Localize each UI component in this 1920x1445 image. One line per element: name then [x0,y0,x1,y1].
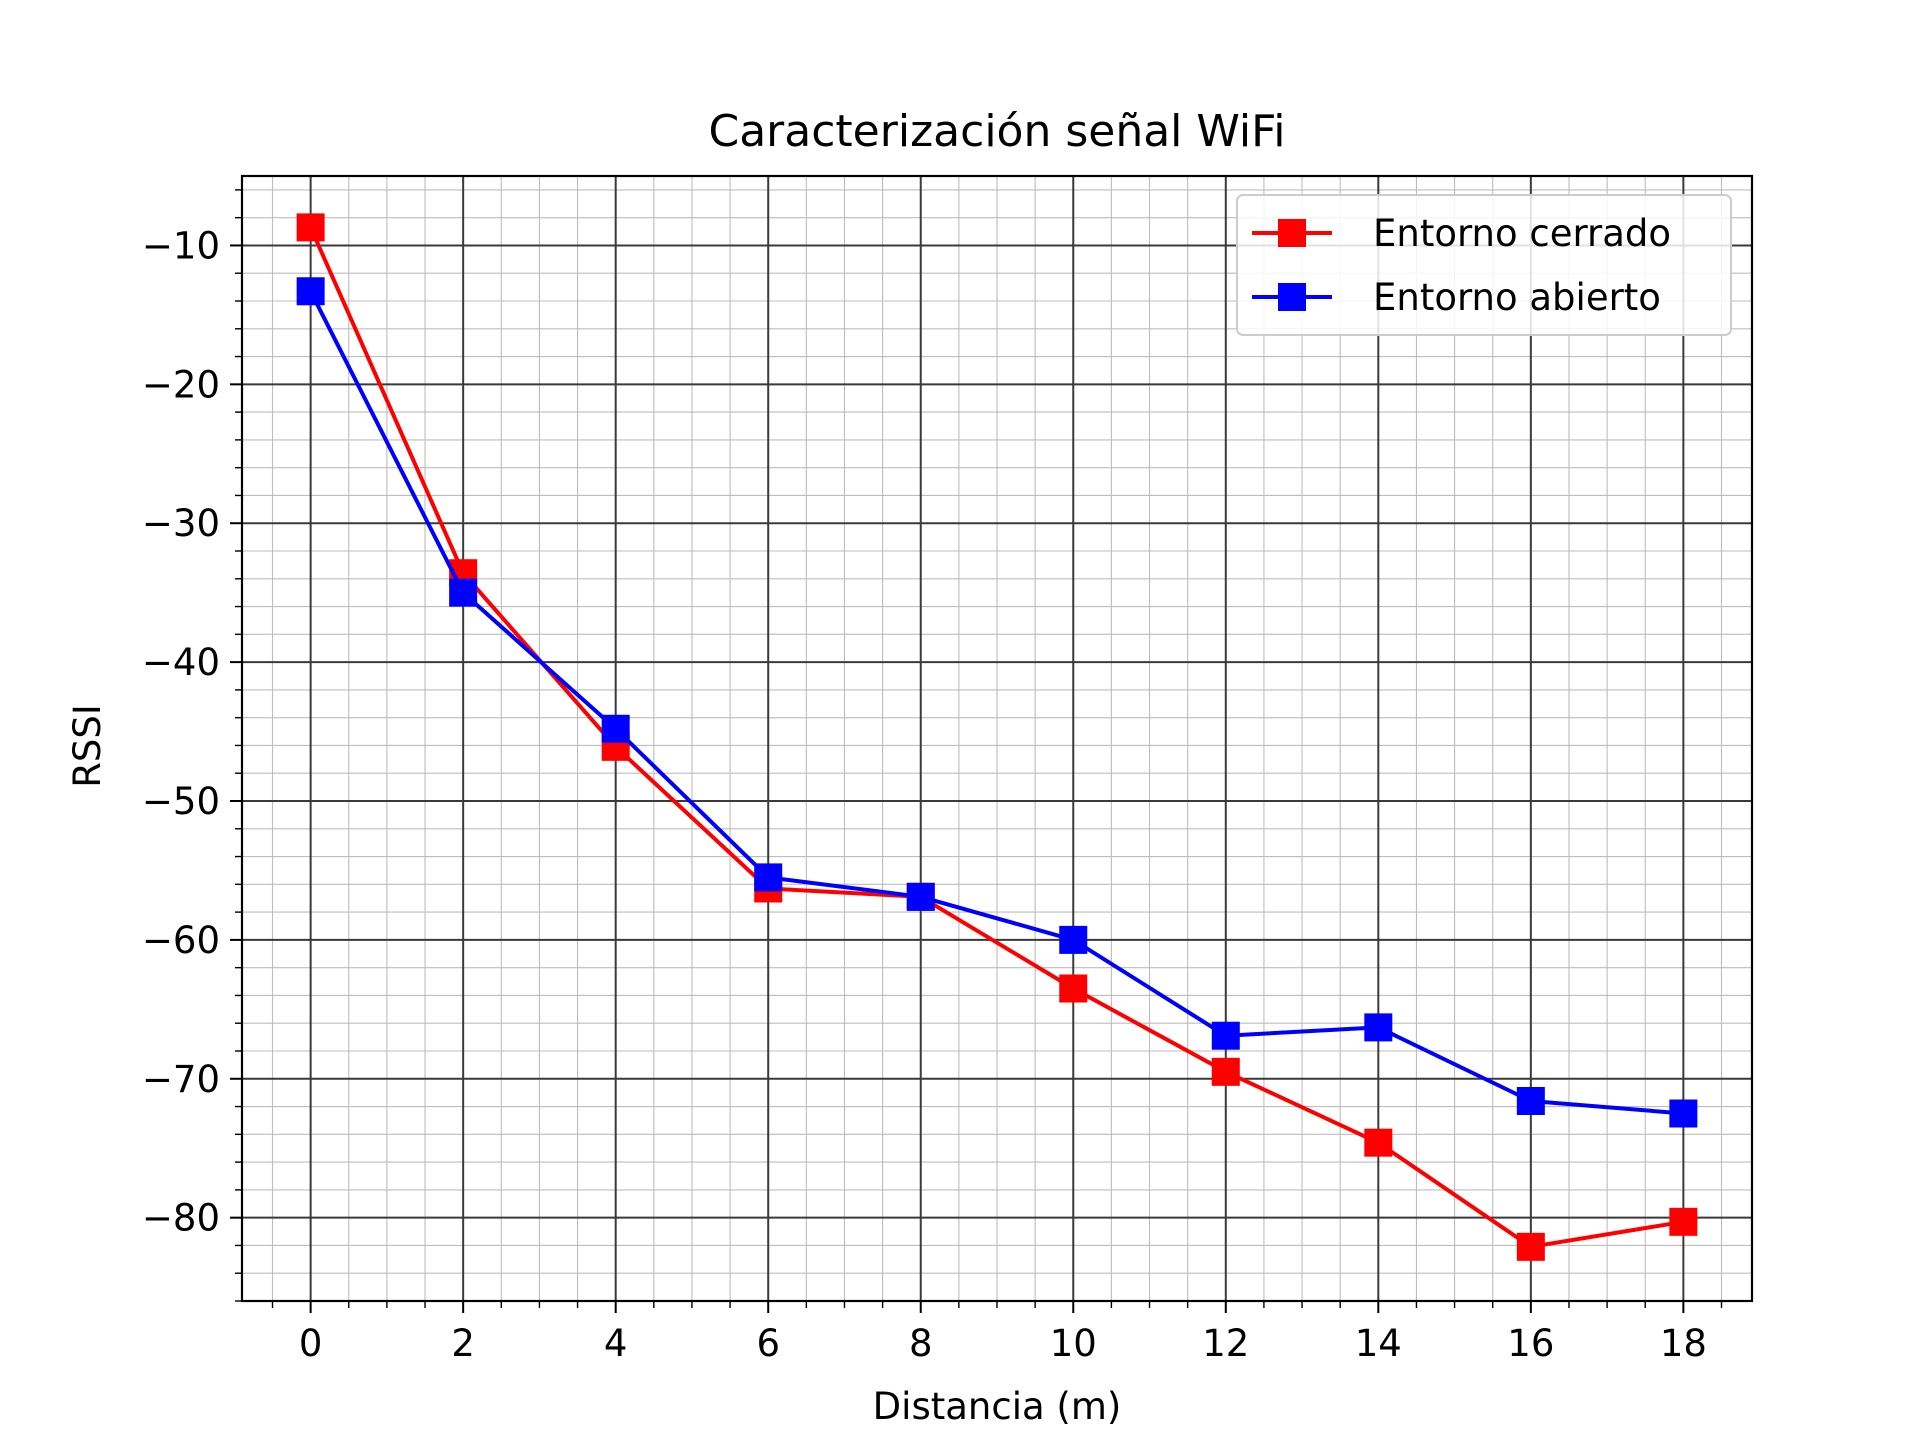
data-point [906,882,935,911]
legend-marker [1278,283,1306,311]
series-line [308,290,1684,1116]
x-tick-label: 14 [1355,1322,1402,1365]
data-point [601,714,630,743]
data-point [296,213,325,242]
y-tick-label: −40 [142,641,220,684]
y-tick-label: −70 [142,1058,220,1101]
data-point [1059,925,1088,954]
data-point [1211,1057,1240,1086]
data-point [1516,1087,1545,1115]
y-tick-label: −20 [142,363,220,406]
legend-item: Entorno cerrado [1252,212,1671,255]
x-axis-label: Distancia (m) [873,1385,1122,1428]
y-tick-label: −30 [142,502,220,545]
x-tick-label: 18 [1660,1322,1707,1365]
x-axis-ticks: 0 2 4 6 8 10 12 14 16 18 [271,1301,1723,1365]
legend-item: Entorno abierto [1252,276,1661,319]
legend-box [1236,194,1732,336]
x-tick-label: 4 [604,1322,628,1365]
data-point [1669,1207,1698,1236]
x-tick-label: 0 [299,1322,323,1365]
y-tick-label: −80 [142,1197,220,1240]
x-tick-label: 12 [1202,1322,1249,1365]
y-tick-label: −50 [142,780,220,823]
y-axis-label: RSSI [66,704,109,788]
x-tick-label: 10 [1050,1322,1097,1365]
y-tick-label: −60 [142,919,220,962]
data-point [1211,1021,1240,1050]
series-2 [296,277,1698,1128]
y-axis-ticks: −80 −70 −60 −50 −40 −30 −20 −10 [142,189,242,1302]
x-tick-label: 2 [451,1322,475,1365]
data-point [1669,1099,1698,1128]
data-point [1516,1232,1545,1261]
legend-label: Entorno cerrado [1373,212,1671,255]
data-point [296,277,325,306]
data-point [1059,974,1088,1003]
minor-grid [242,176,1752,1302]
x-tick-label: 16 [1507,1322,1554,1365]
data-point [1364,1128,1393,1157]
data-point [754,863,783,892]
series-layer [296,213,1698,1261]
y-tick-label: −10 [142,224,220,267]
data-point [449,578,478,607]
legend-marker [1278,219,1306,247]
data-point [1364,1013,1393,1042]
legend-label: Entorno abierto [1373,276,1661,319]
chart-title: Caracterización señal WiFi [709,106,1286,157]
x-tick-label: 8 [909,1322,933,1365]
x-tick-label: 6 [756,1322,780,1365]
legend: Entorno cerrado Entorno abierto [1236,194,1732,336]
